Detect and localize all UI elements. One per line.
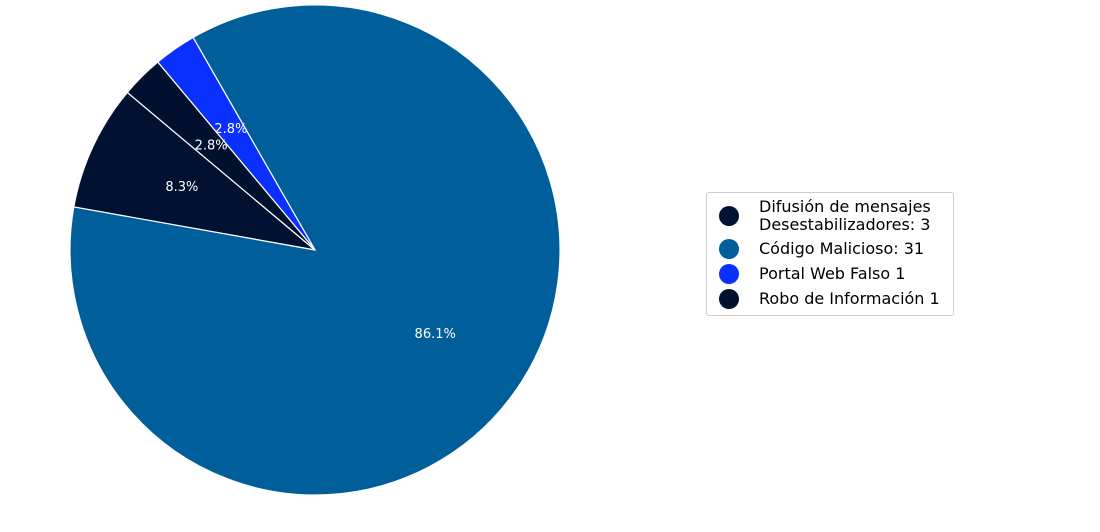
legend-label: Robo de Información 1 — [759, 289, 940, 308]
legend-item: Difusión de mensajes Desestabilizadores:… — [707, 196, 953, 237]
legend-item: Código Malicioso: 31 — [707, 237, 953, 262]
slice-label: 2.8% — [214, 122, 247, 137]
pie-slice — [73, 91, 318, 251]
slice-label: 8.3% — [165, 180, 198, 195]
pie-slice — [126, 61, 316, 251]
legend-label: Difusión de mensajes Desestabilizadores:… — [759, 197, 931, 234]
legend-marker — [719, 239, 739, 259]
slice-label: 2.8% — [195, 138, 228, 153]
legend-label: Portal Web Falso 1 — [759, 264, 906, 283]
legend-item: Portal Web Falso 1 — [707, 262, 953, 287]
legend-marker — [719, 289, 739, 309]
legend-item: Robo de Información 1 — [707, 287, 953, 312]
legend: Difusión de mensajes Desestabilizadores:… — [706, 192, 954, 316]
slice-label: 86.1% — [415, 327, 456, 342]
legend-marker — [719, 206, 739, 226]
legend-marker — [719, 264, 739, 284]
legend-label: Código Malicioso: 31 — [759, 239, 925, 258]
